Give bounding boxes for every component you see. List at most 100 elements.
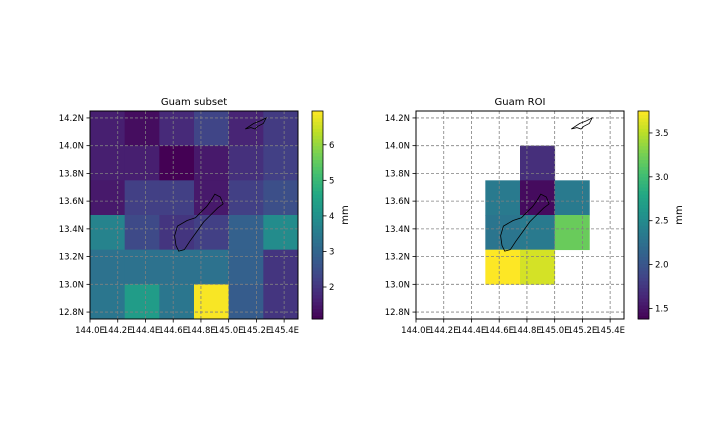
heatmap-cell	[228, 215, 264, 251]
y-tick-label: 14.2N	[59, 114, 84, 124]
colorbar-step	[638, 239, 649, 244]
heatmap-cell	[194, 249, 230, 285]
heatmap-cell	[520, 180, 556, 216]
colorbar-step	[638, 273, 649, 278]
colorbar-step	[312, 239, 323, 244]
colorbar-step	[312, 121, 323, 126]
colorbar-step	[638, 277, 649, 282]
colorbar-step	[312, 180, 323, 185]
colorbar-step	[312, 211, 323, 216]
x-tick-label: 144.4E	[457, 326, 487, 336]
heatmap-cell	[520, 249, 556, 285]
heatmap-cell	[124, 215, 160, 251]
colorbar-step	[312, 135, 323, 140]
heatmap-cell	[124, 249, 160, 285]
heatmap-cells	[90, 111, 299, 320]
heatmap-cell	[554, 180, 590, 216]
colorbar-step	[312, 246, 323, 251]
colorbar-step	[312, 163, 323, 167]
heatmap-cell	[159, 215, 195, 251]
guam-outline	[174, 193, 224, 252]
heatmap-cell	[90, 180, 126, 216]
colorbar-tick-label: 3	[329, 247, 334, 257]
colorbar-step	[312, 169, 323, 174]
y-axis: 12.8N 13.0N 13.2N 13.4N 13.6N 13.8N 14.0N 14.2N	[385, 114, 416, 318]
heatmap-cell	[263, 249, 299, 285]
heatmap-cell	[520, 145, 556, 181]
colorbar-step	[312, 190, 323, 195]
colorbar-step	[312, 308, 323, 313]
heatmap-cell	[194, 111, 230, 147]
colorbar-step	[638, 315, 649, 320]
colorbar-step	[312, 280, 323, 285]
colorbar-step	[312, 197, 323, 202]
colorbar-step	[638, 197, 649, 202]
colorbar-step	[638, 263, 649, 268]
x-tick-label: 145.4E	[595, 326, 625, 336]
colorbar-step	[638, 138, 649, 143]
heatmap-cell	[554, 215, 590, 251]
colorbar-step	[312, 305, 323, 310]
plot-frame	[415, 110, 625, 320]
y-tick-label: 14.2N	[385, 114, 410, 124]
colorbar-step	[638, 145, 649, 150]
colorbar-step	[312, 173, 323, 178]
colorbar-step	[312, 263, 323, 268]
x-tick-label: 144.6E	[158, 326, 188, 336]
colorbar-step	[312, 291, 323, 296]
colorbar-frame	[311, 110, 324, 320]
colorbar-step	[638, 294, 649, 299]
colorbar-step	[638, 305, 649, 310]
heatmap-cell	[228, 249, 264, 285]
colorbar-step	[638, 246, 649, 251]
heatmap-cell	[90, 111, 126, 147]
heatmap-cell	[194, 180, 230, 216]
x-tick-label: 145.2E	[568, 326, 598, 336]
heatmap-cell	[263, 180, 299, 216]
heatmap-cell	[90, 284, 126, 320]
colorbar-step	[312, 142, 323, 147]
heatmap-cell	[263, 111, 299, 147]
heatmap-cell	[194, 215, 230, 251]
y-tick-label: 13.4N	[385, 225, 410, 235]
colorbar-step	[638, 225, 649, 230]
colorbar-step	[638, 149, 649, 154]
colorbar-step	[312, 114, 323, 119]
colorbar-step	[312, 194, 323, 199]
x-tick-label: 144.2E	[103, 326, 133, 336]
colorbar-step	[638, 218, 649, 223]
heatmap-cell	[228, 180, 264, 216]
colorbar-step	[638, 228, 649, 233]
colorbar-step	[312, 315, 323, 320]
colorbar-step	[312, 201, 323, 206]
colorbar-step	[312, 152, 323, 157]
colorbar-step	[638, 180, 649, 185]
colorbar-tick-label: 3.5	[655, 129, 669, 139]
colorbar-step	[638, 242, 649, 247]
colorbar-step	[638, 131, 649, 136]
x-axis: 144.0E144.2E144.4E144.6E144.8E145.0E145.…	[401, 319, 625, 336]
colorbar-step	[312, 187, 323, 192]
colorbar-step	[312, 225, 323, 230]
heatmap-cell	[159, 284, 195, 320]
colorbar-step	[312, 156, 323, 161]
colorbar-step	[312, 221, 323, 226]
x-tick-label: 145.4E	[269, 326, 299, 336]
x-tick-label: 144.8E	[512, 326, 542, 336]
colorbar-step	[638, 156, 649, 161]
y-tick-label: 13.0N	[385, 280, 410, 290]
colorbar-step	[312, 249, 323, 254]
colorbar-step	[638, 301, 649, 306]
colorbar-tick-label: 4	[329, 212, 334, 222]
colorbar-tick-label: 5	[329, 176, 334, 186]
colorbar-step	[638, 163, 649, 167]
colorbar-step	[312, 208, 323, 213]
colorbar-step	[312, 138, 323, 143]
colorbar-step	[638, 194, 649, 199]
colorbar-step	[638, 208, 649, 213]
colorbar-step	[312, 260, 323, 265]
colorbar-step	[638, 159, 649, 164]
panel-guam-subset: Guam subset 144.0E144.2E144.4E144.6E144.…	[59, 97, 351, 336]
colorbar-step	[312, 166, 323, 171]
colorbar-step	[312, 242, 323, 247]
